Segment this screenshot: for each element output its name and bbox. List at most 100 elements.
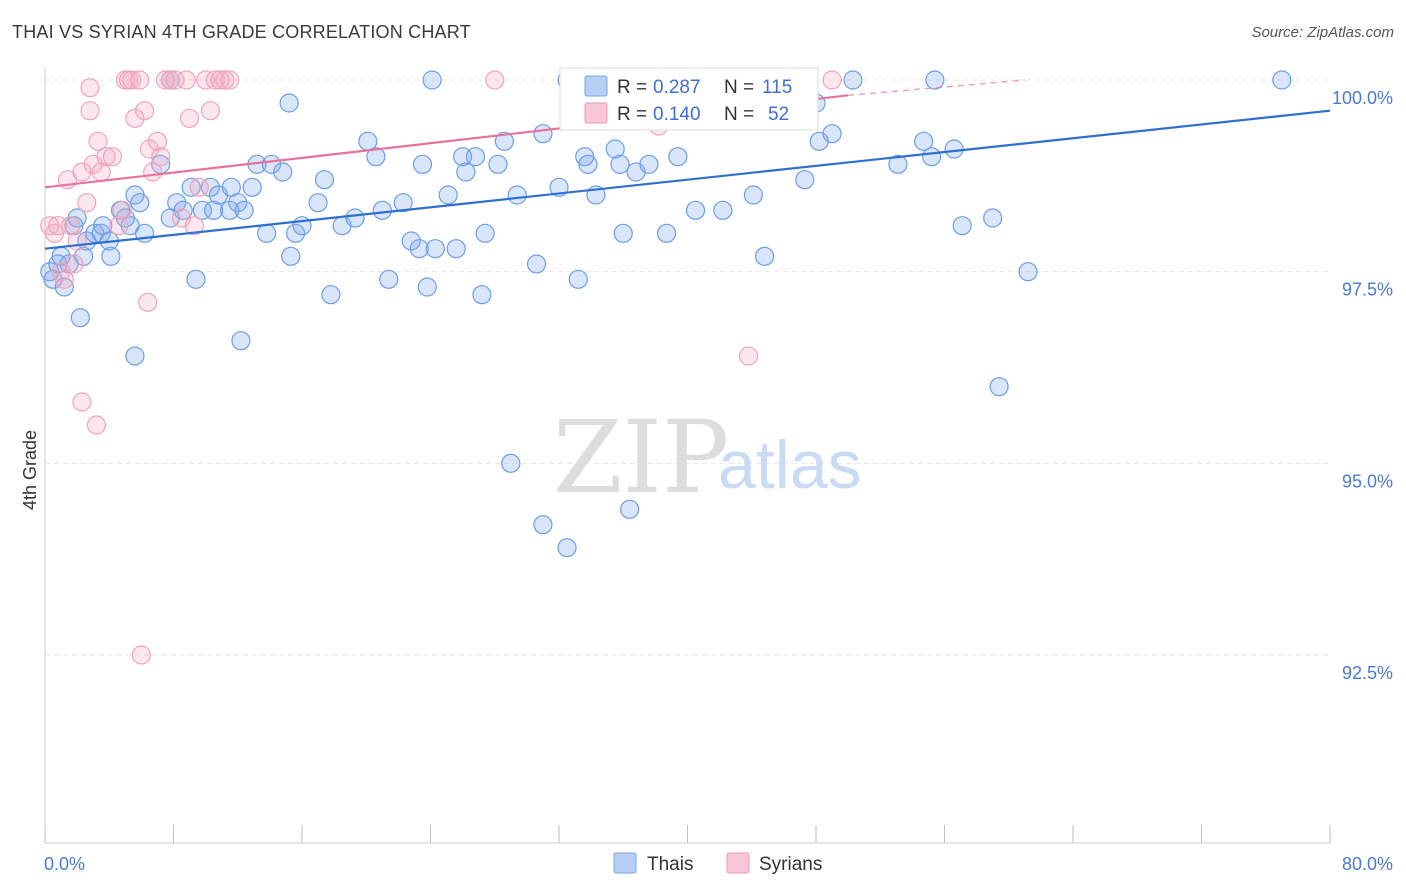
thai-point — [54, 277, 74, 297]
thai-point — [43, 269, 63, 289]
thai-point — [549, 177, 569, 197]
legend-r-value-thais: 0.287 — [653, 77, 701, 98]
syrian-point — [122, 70, 142, 90]
syrian-point — [485, 70, 505, 90]
thais-trend-line — [44, 109, 1331, 250]
thai-point — [204, 200, 224, 220]
thai-point — [944, 139, 964, 159]
thai-point — [67, 208, 87, 228]
syrians-points — [40, 70, 842, 665]
syrian-point — [125, 108, 145, 128]
thai-point — [242, 177, 262, 197]
source-label: Source: ZipAtlas.com — [1251, 24, 1394, 41]
legend-n-value-thais: 115 — [762, 77, 792, 98]
thai-point — [220, 200, 240, 220]
legend-n-label-thais: N = — [724, 77, 754, 98]
thai-point — [372, 200, 392, 220]
y-tick-label: 95.0% — [1342, 471, 1393, 491]
thai-point — [281, 246, 301, 266]
thai-point — [526, 254, 547, 274]
thai-point — [173, 200, 193, 220]
syrian-point — [112, 200, 132, 220]
syrian-point — [64, 254, 84, 274]
thai-point — [922, 147, 942, 167]
thai-point — [1018, 262, 1038, 282]
syrian-point — [45, 223, 65, 243]
syrian-point — [210, 70, 230, 90]
thai-point — [888, 154, 908, 174]
thai-point — [914, 131, 934, 151]
syrian-point — [184, 216, 204, 236]
thais-points — [40, 70, 1292, 558]
syrian-point — [138, 292, 158, 312]
thai-point — [366, 147, 386, 167]
thai-point — [181, 177, 201, 197]
legend-r-label-syrians: R = — [617, 104, 647, 125]
thai-point — [425, 239, 445, 259]
thai-point — [321, 285, 341, 305]
thai-point — [417, 277, 437, 297]
syrian-point — [165, 70, 185, 90]
legend-n-label-syrians: N = — [724, 104, 754, 125]
syrian-point — [179, 108, 200, 128]
series-legend: Thais Syrians — [613, 852, 822, 875]
thai-point — [70, 308, 90, 328]
thai-point — [279, 93, 299, 113]
thai-point — [507, 185, 527, 205]
thai-point — [605, 139, 625, 159]
thai-point — [308, 193, 328, 213]
syrian-point — [215, 70, 235, 90]
syrian-point — [134, 101, 155, 121]
watermark-zip: ZIP — [553, 399, 729, 516]
thai-point — [1272, 70, 1292, 90]
chart-title: THAI VS SYRIAN 4TH GRADE CORRELATION CHA… — [12, 22, 471, 42]
thai-point — [231, 331, 251, 351]
thai-point — [743, 185, 763, 205]
thai-point — [575, 147, 595, 167]
thai-point — [285, 223, 306, 243]
stats-legend: R = 0.287 N = 115 R = 0.140 N = 52 — [559, 67, 819, 131]
x-tick-label-right: 80.0% — [1342, 854, 1393, 874]
syrian-point — [80, 101, 100, 121]
thai-point — [465, 147, 486, 167]
thai-point — [989, 377, 1009, 397]
thai-point — [822, 124, 842, 144]
legend-swatch-thais — [584, 75, 608, 97]
thai-point — [412, 154, 433, 174]
syrian-point — [80, 78, 100, 98]
bottom-legend-syrians: Syrians — [759, 854, 822, 875]
thai-point — [345, 208, 365, 228]
syrian-point — [160, 70, 180, 90]
syrian-point — [139, 139, 160, 159]
thai-point — [533, 124, 553, 144]
thai-point — [533, 515, 553, 535]
thai-point — [754, 246, 775, 266]
thai-point — [130, 193, 150, 213]
thai-point — [167, 193, 187, 213]
watermark: ZIP atlas — [553, 399, 862, 516]
thai-point — [125, 346, 145, 366]
thai-point — [228, 193, 248, 213]
thai-point — [843, 70, 863, 90]
syrian-point — [196, 70, 216, 90]
bottom-legend-thais: Thais — [647, 854, 693, 875]
thai-point — [314, 170, 335, 190]
thai-point — [795, 170, 815, 190]
x-tick-labels: 0.0% 80.0% — [44, 854, 1393, 874]
thai-point — [685, 200, 706, 220]
syrian-point — [738, 346, 759, 366]
syrian-point — [86, 415, 107, 435]
syrians-trend-extension — [848, 79, 1025, 97]
thai-point — [422, 70, 442, 90]
thai-point — [475, 223, 495, 243]
thai-point — [472, 285, 492, 305]
syrian-point — [130, 70, 150, 90]
watermark-atlas: atlas — [718, 427, 862, 503]
thai-point — [257, 223, 277, 243]
syrian-point — [220, 70, 240, 90]
thai-point — [234, 200, 254, 220]
syrian-point — [96, 147, 116, 167]
thai-point — [952, 216, 972, 236]
syrian-point — [72, 162, 92, 182]
